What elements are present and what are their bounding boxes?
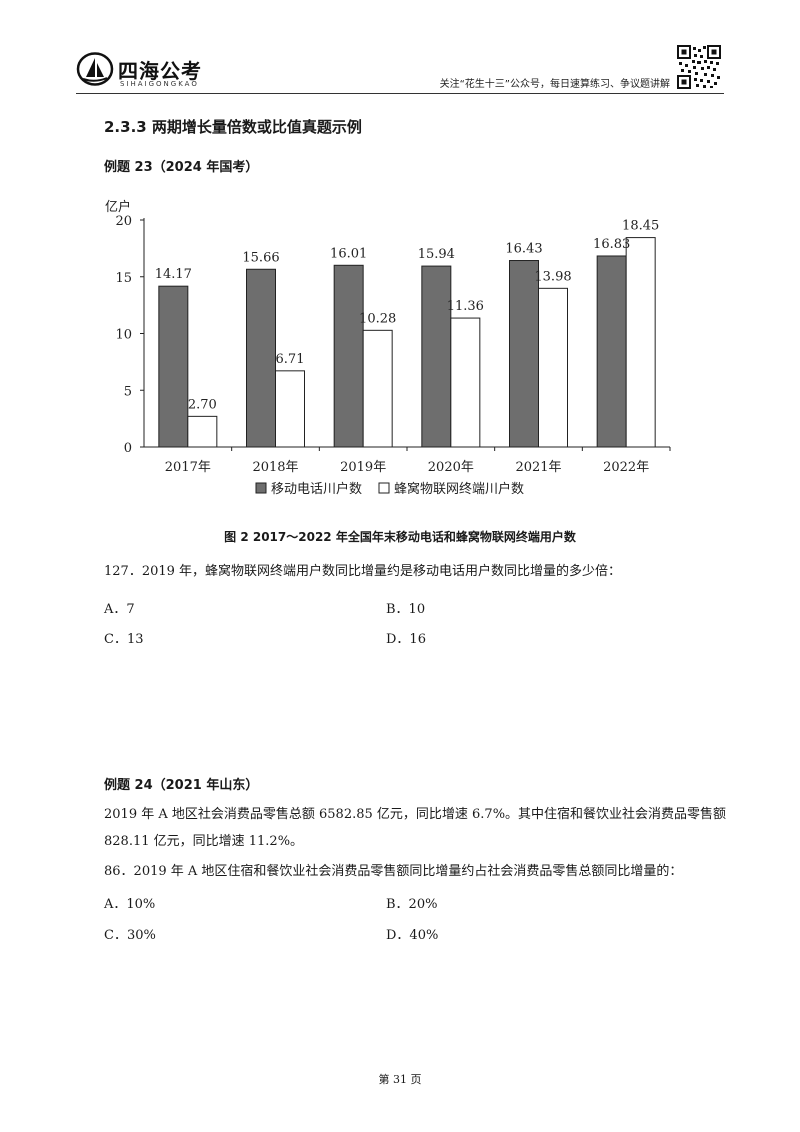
- bar: [158, 285, 189, 448]
- y-tick-label: 10: [115, 328, 132, 343]
- x-tick-label: 2021年: [515, 460, 561, 475]
- y-axis: 0 5 10 15 20: [115, 214, 145, 456]
- data-label: 18.45: [622, 219, 659, 234]
- example-24-paragraph: 2019 年 A 地区社会消费品零售总额 6582.85 亿元，同比增速 6.7…: [104, 807, 727, 849]
- y-tick-label: 15: [115, 271, 132, 286]
- bar: [450, 317, 481, 448]
- data-label: 15.94: [418, 247, 455, 262]
- bar-chart: 亿户 0 5 10 15 20 14.17 2.70 15.66 6.71 16.01 10.28…: [105, 199, 671, 497]
- bar: [625, 237, 656, 448]
- x-tick-label: 2019年: [340, 460, 386, 475]
- y-tick-label: 0: [124, 441, 132, 456]
- logo-icon: [76, 52, 114, 86]
- x-tick-label: 2022年: [603, 460, 649, 475]
- section-title: 2.3.3 两期增长量倍数或比值真题示例: [104, 118, 362, 136]
- bar: [246, 268, 276, 448]
- data-label: 6.71: [276, 352, 305, 367]
- data-label: 16.83: [593, 237, 630, 252]
- option-b[interactable]: B．10: [386, 602, 426, 617]
- bar: [596, 255, 627, 448]
- bar: [421, 265, 452, 448]
- bar: [509, 260, 539, 448]
- option-b[interactable]: B．20%: [386, 897, 438, 912]
- y-tick-label: 20: [115, 214, 132, 229]
- example-23-title: 例题 23（2024 年国考）: [104, 160, 259, 175]
- data-label: 16.01: [330, 246, 367, 261]
- qr-code-icon: [677, 45, 721, 89]
- x-axis: 2017年 2018年 2019年 2020年 2021年 2022年: [144, 446, 671, 475]
- option-d[interactable]: D．40%: [386, 928, 439, 943]
- logo-text: 四海公考: [118, 59, 202, 83]
- x-tick-label: 2018年: [252, 460, 298, 475]
- data-label: 14.17: [155, 267, 192, 282]
- page-number: 第 31 页: [378, 1073, 422, 1086]
- x-tick-label: 2020年: [428, 460, 474, 475]
- header-slogan: 关注“花生十三”公众号，每日速算练习、争议题讲解: [439, 79, 670, 90]
- bar: [333, 264, 364, 448]
- data-label: 11.36: [447, 299, 484, 314]
- x-tick-label: 2017年: [165, 460, 211, 475]
- logo-subtext: SIHAIGONGKAO: [120, 80, 199, 88]
- header-divider: [76, 93, 724, 94]
- option-c[interactable]: C．13: [104, 632, 144, 647]
- y-axis-label: 亿户: [105, 199, 131, 215]
- bar: [187, 415, 218, 448]
- option-a[interactable]: A．10%: [104, 897, 156, 912]
- bar: [275, 370, 305, 448]
- data-label: 10.28: [359, 311, 396, 326]
- bar: [538, 287, 568, 448]
- data-label: 15.66: [242, 250, 279, 265]
- data-label: 13.98: [534, 269, 571, 284]
- data-label: 2.70: [188, 397, 217, 412]
- legend: 移动电话川户数 蜂窝物联网终端川户数: [255, 481, 524, 497]
- question-86: 86．2019 年 A 地区住宿和餐饮业社会消费品零售额同比增量约占社会消费品零…: [104, 864, 683, 879]
- option-d[interactable]: D．16: [386, 632, 426, 647]
- data-label: 16.43: [505, 242, 542, 257]
- data-labels: 14.17 2.70 15.66 6.71 16.01 10.28 15.94 11.36 16…: [155, 219, 660, 413]
- option-a[interactable]: A．7: [104, 602, 135, 617]
- legend-label: 蜂窝物联网终端川户数: [394, 481, 524, 497]
- option-c[interactable]: C．30%: [104, 928, 156, 943]
- bars: [158, 237, 656, 448]
- figure-caption: 图 2 2017～2022 年全国年末移动电话和蜂窝物联网终端用户数: [224, 530, 576, 544]
- bar: [362, 329, 393, 448]
- legend-swatch: [255, 482, 267, 494]
- legend-label: 移动电话川户数: [271, 481, 362, 497]
- question-127: 127．2019 年，蜂窝物联网终端用户数同比增量约是移动电话用户数同比增量的多…: [104, 564, 622, 579]
- legend-swatch: [378, 482, 390, 494]
- example-24-title: 例题 24（2021 年山东）: [104, 778, 259, 793]
- y-tick-label: 5: [124, 384, 132, 399]
